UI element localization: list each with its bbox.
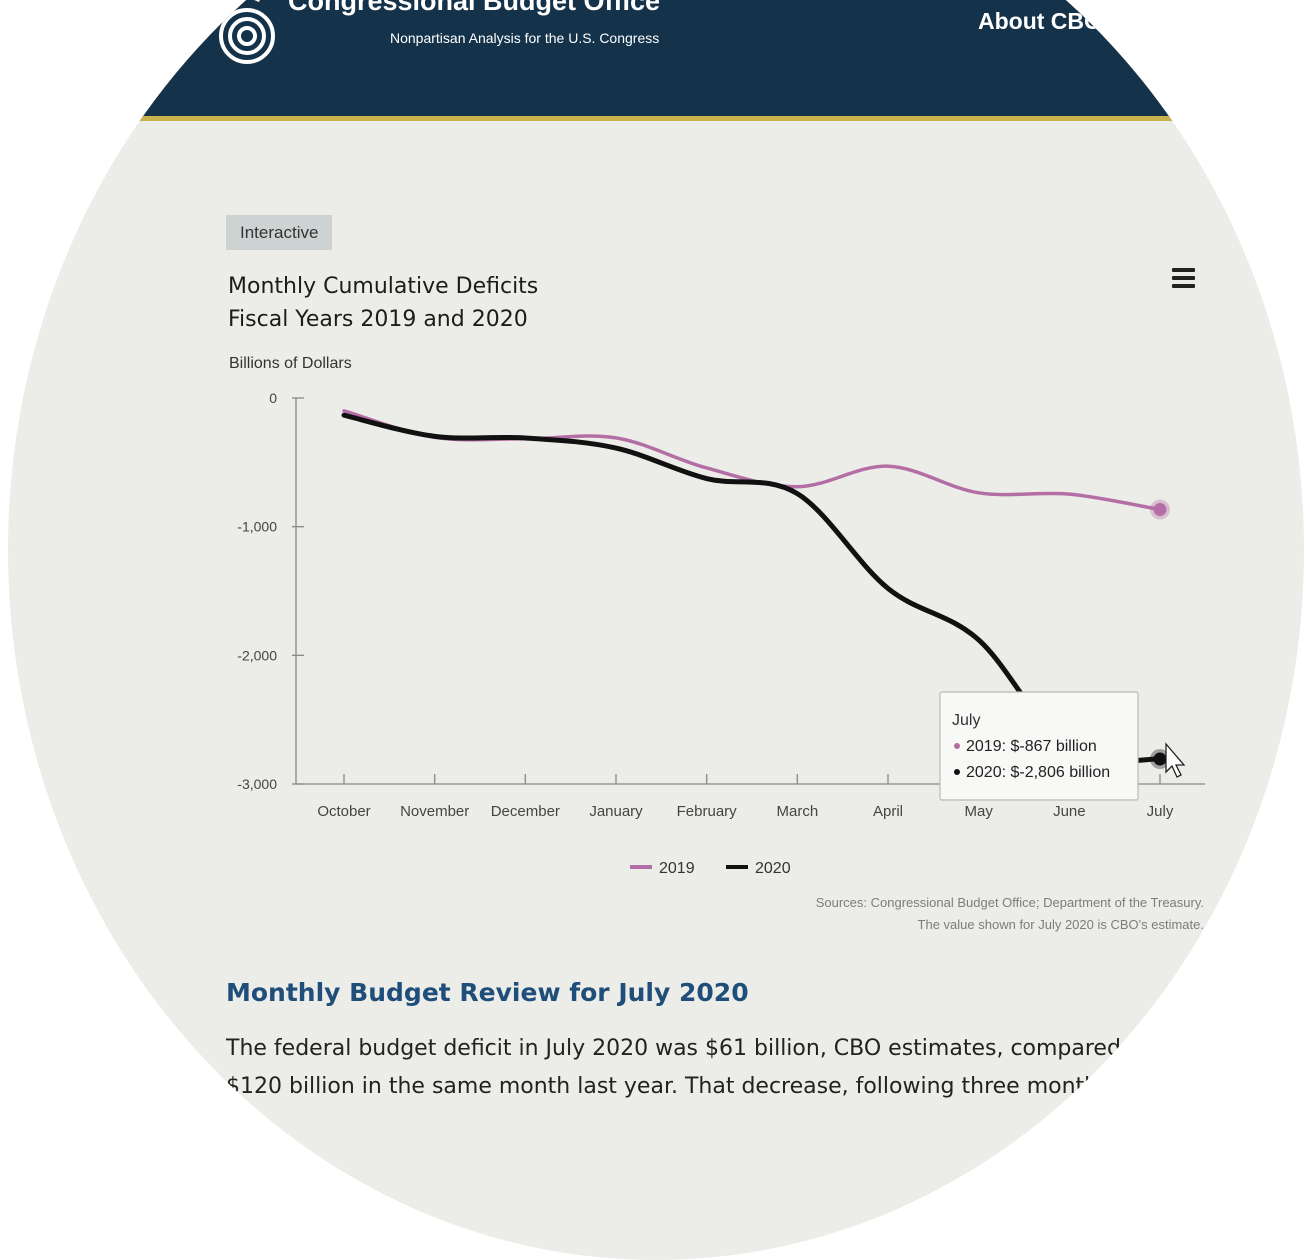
line-chart[interactable]: Billions of Dollars 0 -1,000 -2,000 -3,000 Oc…: [8, 0, 1304, 960]
chart-sources: Sources: Congressional Budget Office; De…: [816, 892, 1204, 936]
sources-line-2: The value shown for July 2020 is CBO's e…: [917, 917, 1204, 932]
article-body: The federal budget deficit in July 2020 …: [226, 1030, 1304, 1106]
sources-line-1: Sources: Congressional Budget Office; De…: [815, 895, 1204, 910]
x-tick-label: February: [677, 803, 738, 820]
org-name[interactable]: Congressional Budget Office: [288, 0, 661, 16]
series-marker-2020: [1153, 752, 1167, 766]
cbo-logo-icon[interactable]: [216, 0, 278, 70]
x-tick-label: March: [776, 803, 818, 820]
tooltip-bullet-2019: [954, 743, 960, 749]
y-tick-label: -3,000: [237, 776, 277, 792]
x-tick-label: April: [873, 803, 903, 820]
tooltip-title: July: [952, 712, 980, 729]
article-line-1: The federal budget deficit in July 2020 …: [226, 1036, 1299, 1061]
y-tick-label: -1,000: [237, 519, 277, 535]
tooltip-bullet-2020: [954, 769, 960, 775]
x-tick-label: May: [964, 803, 993, 820]
nav-about-cbo[interactable]: About CBO: [978, 8, 1102, 34]
x-tick-label: July: [1147, 803, 1174, 820]
chart-title-line-2: Fiscal Years 2019 and 2020: [228, 307, 528, 332]
org-tagline: Nonpartisan Analysis for the U.S. Congre…: [390, 30, 660, 46]
article-line-2: $120 billion in the same month last year…: [226, 1074, 1286, 1099]
x-tick-label: January: [589, 803, 643, 820]
y-tick-label: -2,000: [237, 647, 277, 663]
y-tick-label: 0: [269, 390, 277, 406]
legend-label-2020: 2020: [755, 860, 791, 877]
page-content: Congressional Budget Office Nonpartisan …: [8, 0, 1304, 1117]
mouse-cursor-icon: [1165, 742, 1186, 778]
article-title[interactable]: Monthly Budget Review for July 2020: [226, 978, 749, 1007]
page-viewport: Congressional Budget Office Nonpartisan …: [8, 0, 1304, 1260]
x-tick-label: October: [317, 803, 370, 820]
legend-label-2019: 2019: [659, 860, 695, 877]
x-tick-label: June: [1053, 803, 1086, 820]
series-marker-2019: [1153, 503, 1167, 517]
chart-title-line-1: Monthly Cumulative Deficits: [228, 274, 539, 299]
tooltip-line-2019: 2019: $-867 billion: [966, 738, 1097, 755]
series-line-2019: [342, 409, 1162, 512]
site-header: Congressional Budget Office Nonpartisan …: [8, 0, 1304, 121]
interactive-badge: Interactive: [226, 215, 333, 250]
y-axis-label: Billions of Dollars: [229, 355, 352, 372]
tooltip-line-2020: 2020: $-2,806 billion: [966, 764, 1110, 781]
x-tick-label: December: [491, 803, 560, 820]
chart-title: Monthly Cumulative Deficits Fiscal Years…: [228, 270, 538, 336]
chart-menu-button[interactable]: [1170, 266, 1198, 294]
tooltip-box: [939, 691, 1139, 801]
x-tick-label: November: [400, 803, 469, 820]
